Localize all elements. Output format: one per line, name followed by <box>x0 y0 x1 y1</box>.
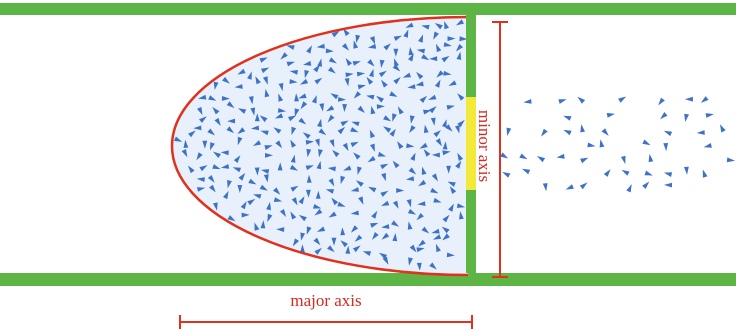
particle <box>645 171 653 176</box>
particle <box>618 97 626 103</box>
particle <box>563 130 571 135</box>
top-wall <box>0 3 736 15</box>
particle <box>604 169 611 177</box>
particle <box>522 169 530 175</box>
orifice-wall-top <box>466 15 476 97</box>
particle <box>543 183 548 191</box>
particle <box>622 170 630 176</box>
particle <box>701 96 709 103</box>
particle <box>580 158 588 164</box>
particle <box>577 97 585 104</box>
particle <box>558 99 566 104</box>
particle <box>649 154 654 162</box>
particle <box>607 113 615 118</box>
particle <box>537 156 545 162</box>
particle <box>621 156 626 164</box>
bottom-wall <box>0 273 736 286</box>
particle <box>664 131 672 136</box>
particle <box>685 97 693 102</box>
particle <box>523 99 531 104</box>
particle <box>703 169 708 177</box>
particle <box>660 112 668 119</box>
particle <box>566 184 574 189</box>
particle <box>727 157 735 162</box>
particle <box>720 124 726 132</box>
orifice <box>466 97 476 190</box>
diagram: minor axis major axis <box>0 0 736 331</box>
particle <box>663 143 668 151</box>
particle <box>642 140 650 146</box>
major-axis-label: major axis <box>290 291 361 310</box>
particle <box>580 182 588 189</box>
particle <box>519 154 527 160</box>
particle <box>684 167 689 175</box>
particle <box>507 128 512 136</box>
particle <box>600 139 605 147</box>
particle <box>658 98 665 106</box>
particle <box>697 130 705 135</box>
particle <box>502 172 510 178</box>
particle <box>704 143 712 148</box>
particle <box>563 116 571 121</box>
particle <box>500 152 508 158</box>
minor-axis-label: minor axis <box>475 110 494 182</box>
particle <box>664 183 672 188</box>
particle <box>602 128 609 136</box>
particle <box>642 182 649 190</box>
particle <box>684 114 689 122</box>
particle <box>587 143 595 148</box>
particle <box>557 154 565 159</box>
particle <box>706 113 714 118</box>
orifice-wall-bottom <box>466 190 476 273</box>
particle <box>626 184 631 192</box>
particle <box>580 124 585 132</box>
particle <box>664 172 672 177</box>
major-axis-marker <box>180 315 472 329</box>
particle <box>541 129 548 137</box>
